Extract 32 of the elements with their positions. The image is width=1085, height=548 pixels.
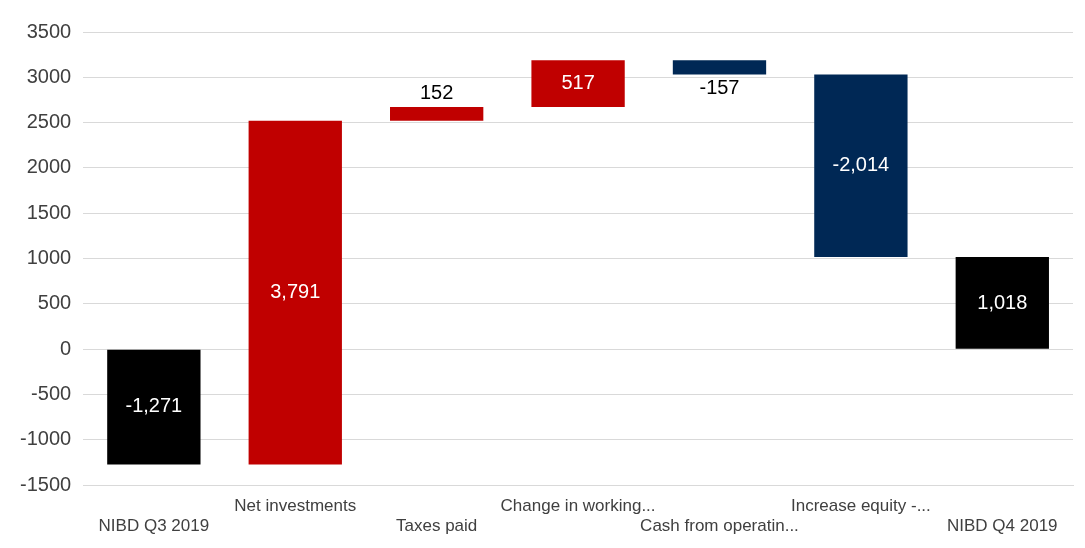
- data-label: 3,791: [270, 280, 321, 303]
- y-tick-label: 2500: [26, 110, 72, 133]
- y-tick-label: 1000: [26, 246, 72, 269]
- x-tick-label: Net investments: [234, 496, 357, 516]
- bar: [814, 74, 908, 257]
- y-tick-label: 500: [37, 291, 72, 314]
- data-label: 517: [561, 71, 595, 94]
- x-tick-label: Increase equity -...: [790, 496, 931, 516]
- y-tick-label: 3500: [26, 19, 72, 42]
- y-tick-label: 1500: [26, 200, 72, 223]
- data-label: 1,018: [977, 290, 1028, 313]
- data-label: 152: [419, 80, 454, 103]
- y-tick-label: -1000: [20, 427, 72, 450]
- bar: [531, 60, 625, 108]
- x-tick-label: Change in working...: [500, 496, 656, 516]
- y-tick-label: -500: [31, 382, 72, 405]
- bar: [248, 120, 342, 465]
- y-tick-label: 3000: [26, 64, 72, 87]
- x-tick-label: Cash from operatin...: [640, 516, 799, 536]
- bar: [107, 349, 201, 465]
- bar: [955, 256, 1049, 349]
- bar: [390, 107, 484, 121]
- data-label: -157: [699, 75, 740, 98]
- x-tick-label: Taxes paid: [396, 516, 478, 536]
- bar: [672, 60, 767, 75]
- data-label: -2,014: [832, 153, 890, 176]
- x-tick-label: NIBD Q3 2019: [98, 516, 210, 536]
- y-tick-label: 0: [60, 336, 72, 359]
- data-label: -1,271: [125, 394, 183, 417]
- y-tick-label: 2000: [26, 155, 72, 178]
- x-tick-label: NIBD Q4 2019: [947, 516, 1058, 536]
- y-tick-label: -1500: [20, 472, 72, 495]
